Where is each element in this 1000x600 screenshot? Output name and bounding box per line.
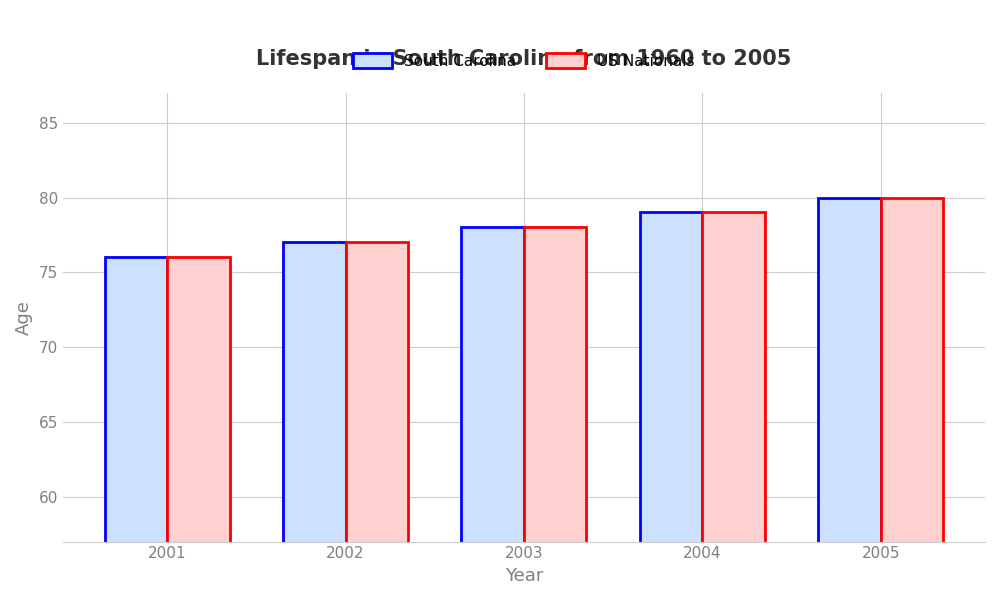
X-axis label: Year: Year — [505, 567, 543, 585]
Bar — [881, 197, 943, 600]
Bar — [818, 197, 881, 600]
Bar — [524, 227, 586, 600]
Bar — [283, 242, 346, 600]
Bar — [461, 227, 524, 600]
Bar — [167, 257, 230, 600]
Y-axis label: Age: Age — [15, 300, 33, 335]
Bar — [346, 242, 408, 600]
Bar — [702, 212, 765, 600]
Bar — [640, 212, 702, 600]
Bar — [105, 257, 167, 600]
Legend: South Carolina, US Nationals: South Carolina, US Nationals — [347, 47, 701, 75]
Title: Lifespan in South Carolina from 1960 to 2005: Lifespan in South Carolina from 1960 to … — [256, 49, 792, 69]
